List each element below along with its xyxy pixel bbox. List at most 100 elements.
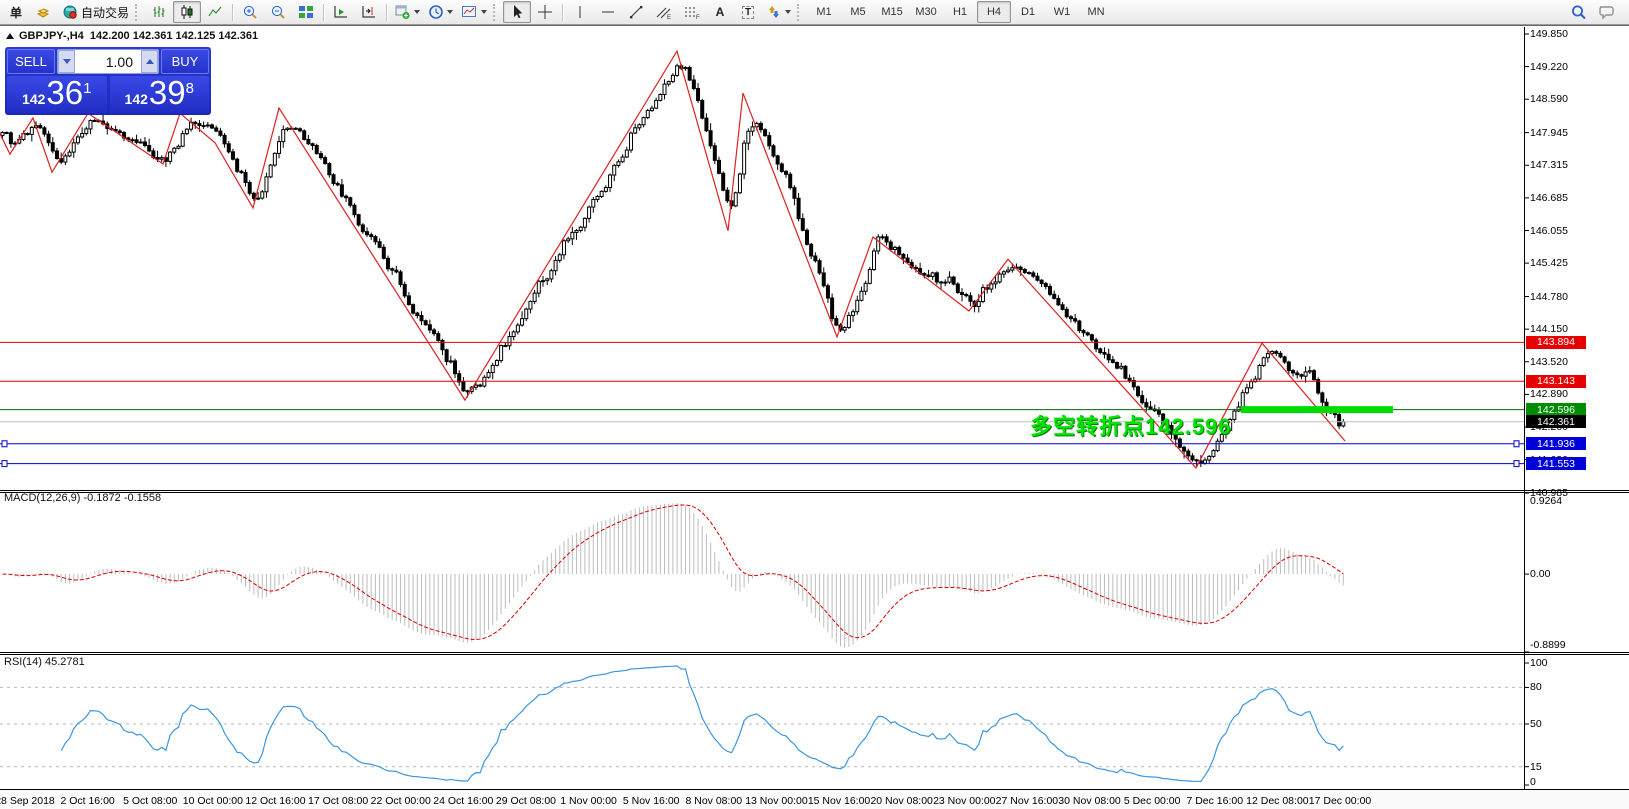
autotrading-label: 自动交易: [81, 5, 130, 20]
price-tick-label: 142.890: [1530, 388, 1568, 401]
timeframe-M5[interactable]: M5: [850, 6, 866, 18]
down-arrow-icon: [62, 59, 71, 64]
rsi-scale-label: 100: [1530, 657, 1548, 669]
toolbar-grip: [135, 3, 141, 21]
chart-workspace: GBPJPY-,H4 142.200 142.361 142.125 142.3…: [0, 25, 1629, 809]
time-axis-label: 27 Nov 16:00: [995, 795, 1059, 807]
svg-text:E: E: [667, 15, 671, 20]
price-tick-label: 149.850: [1530, 28, 1568, 40]
timeframe-W1[interactable]: W1: [1053, 6, 1071, 18]
price-label-141.553: 141.553: [1526, 457, 1586, 471]
auto-scroll-button[interactable]: [327, 1, 355, 23]
time-axis-label: 20 Nov 08:00: [870, 795, 933, 807]
text-label-button[interactable]: T: [734, 1, 762, 23]
timeframe-MN[interactable]: MN: [1087, 6, 1105, 18]
time-axis-label: 29 Oct 08:00: [495, 795, 557, 807]
equidistant-channel-button[interactable]: E: [650, 1, 678, 23]
time-axis-label: 5 Oct 08:00: [123, 795, 178, 807]
text-label-icon: T: [741, 5, 755, 19]
time-axis-label: 28 Sep 2018: [0, 795, 55, 807]
crosshair-icon: [538, 5, 553, 19]
panel-collapse-arrow-icon[interactable]: [6, 33, 14, 39]
price-label-143.143: 143.143: [1526, 374, 1586, 388]
time-axis-label: 2 Oct 16:00: [60, 795, 115, 807]
price-tick-label: 143.520: [1530, 355, 1568, 368]
dropdown-arrow-icon: [414, 10, 421, 14]
price-tick-label: 147.315: [1530, 159, 1568, 172]
fibonacci-button[interactable]: F: [678, 1, 706, 23]
gold-button[interactable]: [30, 1, 58, 23]
volume-decrease-button[interactable]: [58, 50, 75, 73]
search-button[interactable]: [1565, 1, 1593, 23]
tile-windows-button[interactable]: [292, 1, 320, 23]
zoom-in-button[interactable]: [236, 1, 264, 23]
sell-price-sup: 1: [83, 80, 92, 97]
crosshair-button[interactable]: [531, 1, 559, 23]
chart-shift-button[interactable]: [355, 1, 383, 23]
zoom-in-icon: [243, 5, 257, 19]
buy-price-sup: 8: [185, 80, 194, 97]
templates-button[interactable]: [457, 1, 491, 23]
periods-button[interactable]: [424, 1, 457, 23]
template-icon: [462, 6, 477, 17]
price-tick-label: 149.220: [1530, 60, 1568, 73]
trendline-button[interactable]: [622, 1, 650, 23]
line-chart-button[interactable]: [201, 1, 229, 23]
macd-scale-label: -0.8899: [1530, 639, 1566, 651]
trendline-icon: [630, 6, 643, 19]
trade-panel-controls: SELL 1.00 BUY: [7, 49, 209, 74]
search-icon: [1572, 5, 1586, 19]
bar-chart-icon: [153, 6, 165, 17]
timeframe-D1[interactable]: D1: [1020, 6, 1036, 18]
vertical-line-button[interactable]: [566, 1, 594, 23]
buy-price[interactable]: 142 39 8: [109, 76, 209, 113]
arrows-button[interactable]: [762, 1, 795, 23]
fibonacci-icon: F: [685, 7, 700, 20]
autotrading-button[interactable]: 自动交易: [58, 1, 133, 23]
price-tick-label: 146.685: [1530, 191, 1568, 204]
horizontal-line-button[interactable]: [594, 1, 622, 23]
bar-chart-button[interactable]: [145, 1, 173, 23]
sell-button[interactable]: SELL: [7, 49, 55, 74]
buy-button[interactable]: BUY: [161, 49, 209, 74]
dropdown-arrow-icon: [785, 10, 792, 14]
text-button[interactable]: A: [706, 1, 734, 23]
chart-title-text: GBPJPY-,H4 142.200 142.361 142.125 142.3…: [19, 30, 259, 42]
time-axis-label: 10 Oct 00:00: [182, 795, 243, 807]
sell-price-prefix: 142: [22, 91, 46, 107]
timeframe-M30[interactable]: M30: [915, 6, 937, 18]
pivot-annotation[interactable]: 多空转折点142.596: [1030, 414, 1232, 439]
rsi-scale-label: 50: [1530, 718, 1542, 730]
time-axis[interactable]: [0, 790, 1629, 809]
chart-canvas[interactable]: [0, 26, 1629, 809]
toolbar-separator: [562, 3, 564, 21]
toolbar-separator: [323, 3, 325, 21]
order-button[interactable]: 单: [2, 1, 30, 23]
new-order-button[interactable]: [390, 1, 424, 23]
clock-icon: [429, 5, 443, 19]
cursor-button[interactable]: [503, 1, 532, 23]
zoom-out-button[interactable]: [264, 1, 292, 23]
toolbar-grip: [797, 3, 803, 21]
price-tick-label: 145.425: [1530, 257, 1568, 270]
gold-icon: [36, 8, 50, 18]
rsi-scale-label: 0: [1530, 776, 1536, 788]
volume-input[interactable]: 1.00: [105, 53, 133, 70]
price-tick-label: 147.945: [1530, 126, 1568, 139]
vertical-line-icon: [579, 6, 581, 18]
time-axis-label: 17 Dec 00:00: [1308, 795, 1372, 807]
rsi-label: RSI(14) 45.2781: [4, 656, 85, 668]
toolbar-separator: [386, 3, 388, 21]
chat-button[interactable]: [1593, 1, 1621, 23]
timeframe-H4[interactable]: H4: [977, 1, 1012, 23]
toolbar-grip: [493, 3, 499, 21]
volume-increase-button[interactable]: [141, 50, 158, 73]
timeframe-H1[interactable]: H1: [952, 6, 968, 18]
trade-panel-prices: 142 36 1 142 39 8: [7, 76, 209, 113]
timeframe-M1[interactable]: M1: [816, 6, 832, 18]
price-tick-label: 146.055: [1530, 224, 1568, 237]
candlestick-chart-button[interactable]: [173, 1, 202, 23]
sell-price[interactable]: 142 36 1: [7, 76, 107, 113]
timeframe-M15[interactable]: M15: [881, 6, 903, 18]
